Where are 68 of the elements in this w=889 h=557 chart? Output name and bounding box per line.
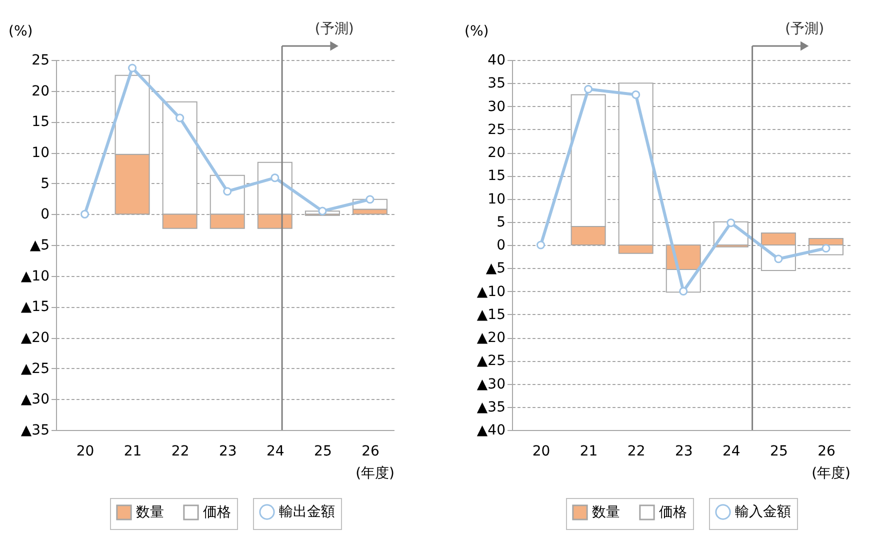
legend-label: 価格	[203, 504, 231, 520]
y-axis-title: (%)	[8, 24, 33, 40]
ref-line-label: (予測)	[314, 21, 354, 37]
x-tick-label: 21	[580, 444, 598, 460]
x-tick-label: 22	[171, 444, 190, 460]
legend-label: 輸入金額	[735, 504, 791, 520]
legend-label: 輸出金額	[279, 504, 335, 520]
y-tick-label: ▲15	[476, 306, 506, 323]
x-axis-title: (年度)	[812, 466, 850, 482]
point	[223, 187, 232, 196]
y-tick-label: 5	[40, 176, 50, 192]
x-tick-label: 24	[722, 444, 740, 460]
point	[726, 218, 736, 228]
y-tick-label: 0	[496, 238, 506, 254]
y-tick-label: ▲5	[30, 238, 50, 254]
x-tick-label: 20	[532, 444, 550, 460]
y-tick-label: ▲10	[20, 268, 50, 284]
x-tick-label: 20	[76, 444, 94, 460]
x-tick-label: 24	[266, 444, 284, 460]
y-tick-label: ▲15	[20, 299, 50, 316]
y-tick-label: ▲20	[20, 330, 50, 346]
y-tick-label: ▲30	[20, 392, 50, 408]
y-tick-label: 30	[488, 98, 506, 115]
x-tick-label: 21	[124, 444, 142, 460]
y-tick-label: ▲35	[476, 399, 506, 416]
y-tick-label: ▲10	[476, 284, 506, 300]
x-tick-label: 23	[674, 444, 693, 460]
point	[584, 84, 593, 94]
legend-label: 価格	[659, 504, 687, 520]
x-axis-title: (年度)	[356, 466, 394, 482]
y-tick-label: ▲25	[476, 353, 506, 370]
y-tick-label: 10	[32, 145, 50, 161]
x-tick-label: 26	[818, 444, 836, 460]
point	[318, 206, 327, 216]
y-tick-label: ▲5	[486, 260, 506, 277]
x-tick-label: 25	[314, 444, 332, 460]
point	[176, 114, 184, 122]
legend-label: 数量	[592, 504, 620, 520]
point	[679, 286, 688, 296]
y-tick-label: ▲30	[476, 376, 506, 392]
y-tick-label: 20	[488, 145, 506, 161]
ref-line-label: (予測)	[785, 21, 824, 37]
x-tick-label: 25	[770, 444, 788, 460]
legend-label: 数量	[136, 504, 164, 520]
point	[536, 240, 546, 250]
y-tick-label: ▲20	[476, 330, 506, 346]
y-tick-label: ▲25	[20, 360, 50, 377]
y-tick-label: 5	[496, 214, 506, 230]
x-tick-label: 23	[218, 444, 237, 460]
point	[270, 174, 280, 182]
y-tick-label: 40	[488, 52, 506, 68]
y-tick-label: 35	[488, 76, 506, 92]
point	[632, 90, 640, 99]
y-tick-label: 25	[32, 52, 50, 68]
y-tick-label: 10	[488, 191, 506, 208]
y-tick-label: ▲35	[20, 422, 50, 438]
point	[366, 195, 374, 204]
y-axis-title: (%)	[464, 24, 489, 40]
point	[128, 64, 137, 72]
y-tick-label: 0	[40, 206, 50, 223]
y-tick-label: 20	[32, 83, 50, 100]
y-tick-label: ▲40	[476, 422, 506, 438]
y-tick-label: 15	[488, 168, 506, 184]
x-tick-label: 22	[627, 444, 646, 460]
x-tick-label: 26	[362, 444, 380, 460]
y-tick-label: 25	[488, 122, 506, 138]
point	[80, 210, 90, 218]
y-tick-label: 15	[32, 114, 50, 130]
